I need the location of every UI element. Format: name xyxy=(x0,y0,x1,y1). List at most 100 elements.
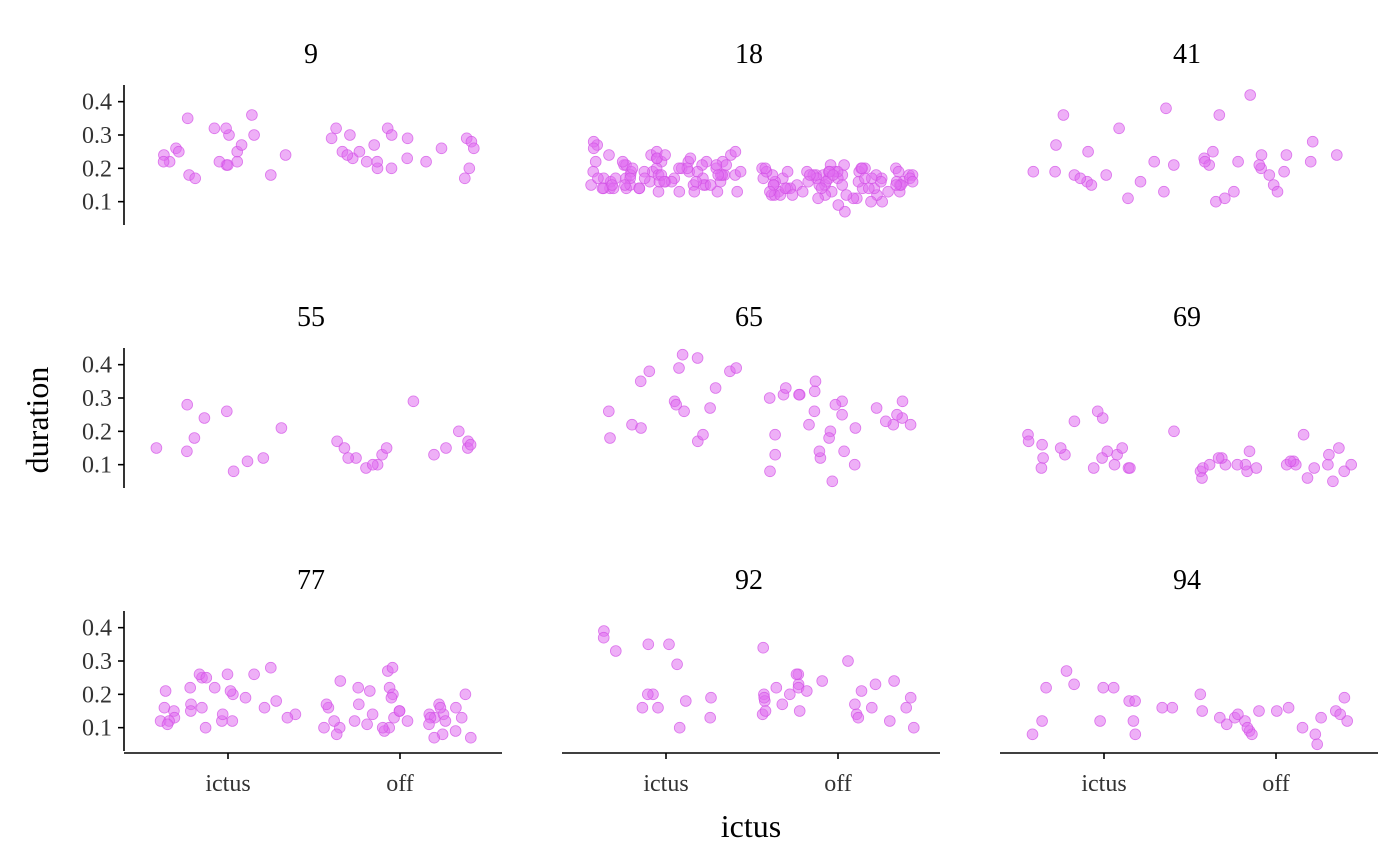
data-point xyxy=(786,189,799,201)
data-point xyxy=(1127,715,1140,727)
data-point xyxy=(691,352,704,364)
data-point xyxy=(1253,159,1266,171)
data-point xyxy=(1108,458,1121,471)
data-point xyxy=(697,428,709,441)
data-point xyxy=(401,132,414,145)
data-point xyxy=(239,691,252,704)
data-point xyxy=(596,182,609,195)
data-point xyxy=(870,402,883,414)
data-point xyxy=(626,162,639,175)
data-point xyxy=(1297,428,1310,441)
data-point xyxy=(804,169,816,181)
data-point xyxy=(1168,159,1180,171)
data-point xyxy=(904,691,917,704)
data-point xyxy=(642,638,655,651)
panel-title: 94 xyxy=(1173,565,1201,596)
data-point xyxy=(1244,89,1256,101)
data-point xyxy=(257,452,270,464)
data-point xyxy=(1068,678,1080,691)
data-point xyxy=(759,705,772,717)
panel-title: 77 xyxy=(297,565,325,596)
data-point xyxy=(1199,155,1211,168)
data-point xyxy=(1196,705,1208,717)
data-point xyxy=(763,392,776,404)
data-point xyxy=(1082,145,1094,158)
data-point xyxy=(678,405,690,418)
data-point xyxy=(360,155,373,168)
data-point xyxy=(1027,165,1040,178)
data-point xyxy=(450,701,462,714)
data-point xyxy=(673,185,686,198)
data-point xyxy=(673,721,686,734)
data-point xyxy=(1097,681,1109,694)
data-point xyxy=(658,175,670,188)
data-point xyxy=(401,715,414,727)
data-point xyxy=(275,422,288,434)
data-point xyxy=(852,711,865,724)
panel-title: 18 xyxy=(735,39,763,70)
data-point xyxy=(734,165,747,178)
data-point xyxy=(173,145,185,158)
data-point xyxy=(758,691,770,704)
data-point xyxy=(888,675,900,687)
data-point xyxy=(1220,718,1233,731)
data-point xyxy=(208,681,221,694)
data-point xyxy=(1212,452,1225,464)
data-point xyxy=(597,631,610,644)
data-point xyxy=(764,465,776,478)
facet-panel-18: 18 xyxy=(585,39,919,218)
data-point xyxy=(185,705,197,717)
data-point xyxy=(659,149,671,161)
data-point xyxy=(779,182,792,195)
data-point xyxy=(1255,149,1268,161)
facet-panel-65: 65 xyxy=(602,302,917,488)
data-point xyxy=(891,408,903,421)
data-point xyxy=(1050,139,1062,151)
data-point xyxy=(467,142,480,155)
data-point xyxy=(439,715,452,727)
data-point xyxy=(281,711,294,724)
data-point xyxy=(1338,691,1351,704)
data-point xyxy=(459,688,472,701)
data-point xyxy=(770,681,783,694)
data-point xyxy=(157,155,170,168)
data-point xyxy=(181,445,193,458)
data-point xyxy=(603,149,615,161)
data-point xyxy=(227,465,240,478)
data-point xyxy=(407,395,420,408)
data-point xyxy=(865,701,878,714)
data-point xyxy=(270,695,283,707)
data-point xyxy=(1035,462,1048,474)
data-point xyxy=(1160,102,1172,115)
data-point xyxy=(463,162,476,175)
data-point xyxy=(609,645,622,657)
data-point xyxy=(869,678,882,691)
panel-title: 55 xyxy=(297,302,325,333)
data-point xyxy=(1334,708,1346,721)
data-point xyxy=(338,442,351,454)
y-tick-label: 0.4 xyxy=(82,353,112,379)
data-point xyxy=(226,715,239,727)
data-point xyxy=(161,718,174,731)
data-point xyxy=(1308,462,1320,474)
data-point xyxy=(1129,728,1142,741)
data-point xyxy=(1026,728,1039,741)
data-point xyxy=(1057,109,1070,121)
data-point xyxy=(829,398,842,411)
data-point xyxy=(619,179,631,191)
data-point xyxy=(188,432,201,444)
facet-panels: 9 0.1 0.2 0.3 0.4 18 41 55 0.1 0.2 0.3 0.4 65 69 77 0.1… xyxy=(82,39,1378,797)
data-point xyxy=(676,348,689,361)
data-point xyxy=(826,475,839,488)
data-point xyxy=(1311,738,1323,751)
data-point xyxy=(184,681,197,694)
data-point xyxy=(455,711,468,724)
data-point xyxy=(643,365,656,378)
data-point xyxy=(241,455,254,468)
data-point xyxy=(832,199,845,211)
data-point xyxy=(1022,435,1035,448)
panel-title: 41 xyxy=(1173,39,1201,70)
data-point xyxy=(181,398,194,411)
data-point xyxy=(1124,462,1136,474)
data-point xyxy=(1243,445,1256,458)
